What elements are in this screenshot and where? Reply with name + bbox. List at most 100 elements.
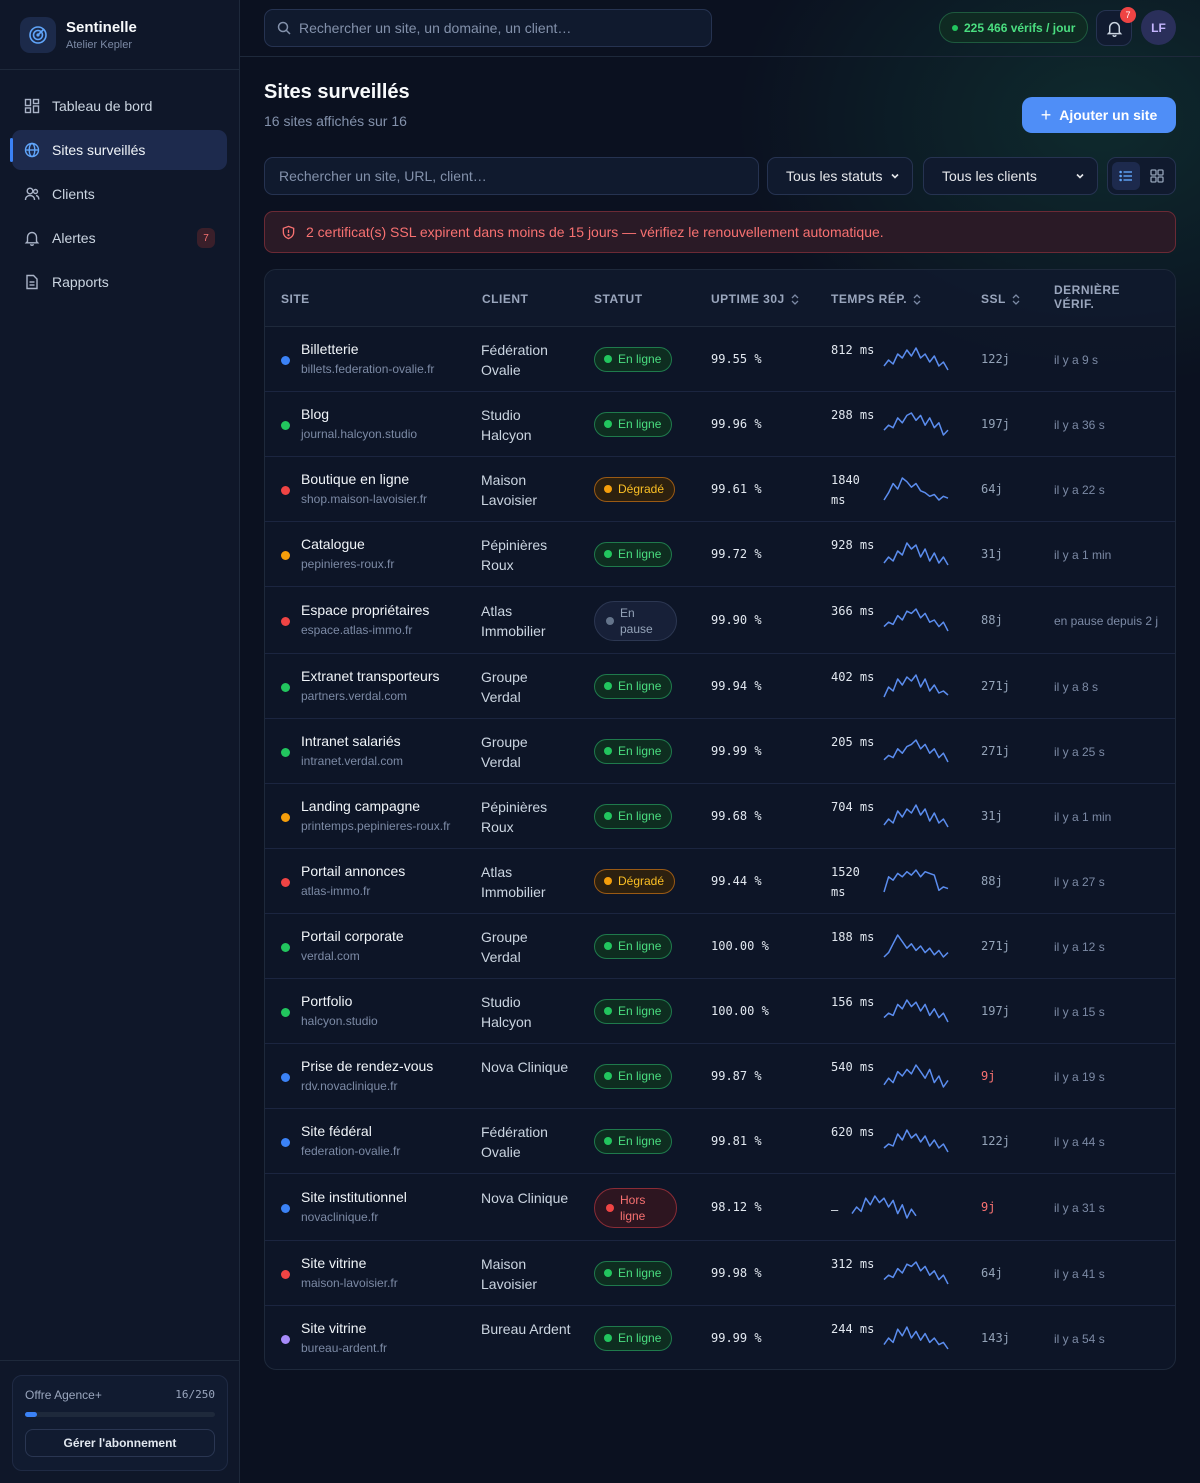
column-header-response-label: TEMPS RÉP. [831,292,908,306]
client-name: Studio Halcyon [481,993,532,1030]
brand[interactable]: Sentinelle Atelier Kepler [0,0,239,70]
site-color-dot [281,1203,290,1213]
avatar[interactable]: LF [1141,10,1176,45]
column-header-last-check: DERNIÈRE VÉRIF. [1054,283,1121,311]
table-row[interactable]: Portfolio halcyon.studio Studio Halcyon En … [265,979,1175,1044]
site-name[interactable]: Site institutionnel [301,1188,407,1205]
status-filter-select[interactable]: Tous les statuts [767,157,913,195]
site-name[interactable]: Site fédéral [301,1122,372,1139]
column-header-uptime[interactable]: UPTIME 30J [711,292,799,306]
sort-icon [791,293,799,305]
table-row[interactable]: Intranet salariés intranet.verdal.com Grou… [265,719,1175,784]
status-label: En ligne [618,417,662,431]
last-check-value: il y a 9 s [1054,352,1099,367]
site-url: novaclinique.fr [301,1209,379,1224]
site-name[interactable]: Catalogue [301,535,365,552]
status-dot [604,1072,612,1080]
site-name[interactable]: Boutique en ligne [301,470,410,487]
status-badge: En ligne [594,738,673,764]
site-name[interactable]: Prise de rendez-vous [301,1057,434,1074]
table-row[interactable]: Extranet transporteurs partners.verdal.co… [265,654,1175,719]
nav-item-dashboard[interactable]: Tableau de bord [12,86,227,126]
table-row[interactable]: Boutique en ligne shop.maison-lavoisier.f… [265,457,1175,522]
site-url: atlas-immo.fr [301,883,371,898]
status-dot [604,1007,612,1015]
site-name[interactable]: Billetterie [301,340,359,357]
status-dot [604,485,612,493]
client-name: Groupe Verdal [481,733,528,770]
last-check-value: il y a 15 s [1054,1004,1105,1019]
last-check-value: il y a 54 s [1054,1331,1105,1346]
site-name[interactable]: Intranet salariés [301,732,401,749]
site-name[interactable]: Blog [301,405,330,422]
site-color-dot [281,877,290,887]
nav-item-label: Sites surveillés [52,142,146,158]
client-name: Groupe Verdal [481,668,528,705]
status-badge: En ligne [594,541,673,567]
site-url: partners.verdal.com [301,688,408,703]
site-name[interactable]: Landing campagne [301,797,421,814]
ssl-days-value: 271j [981,743,1010,758]
table-row[interactable]: Landing campagne printemps.pepinieres-rou… [265,784,1175,849]
sites-table: SITE CLIENT STATUT UPTIME 30J TEMPS RÉP.… [264,269,1176,1370]
table-header: SITE CLIENT STATUT UPTIME 30J TEMPS RÉP.… [265,270,1175,327]
sparkline-path [883,607,949,631]
manage-subscription-button[interactable]: Gérer l'abonnement [25,1429,215,1457]
site-name[interactable]: Espace propriétaires [301,601,430,618]
global-search-input[interactable]: Rechercher un site, un domaine, un clien… [264,9,712,47]
site-name[interactable]: Portail corporate [301,927,404,944]
status-dot [604,420,612,428]
table-row[interactable]: Billetterie billets.federation-ovalie.fr F… [265,327,1175,392]
ssl-days-value: 122j [981,351,1010,366]
table-row[interactable]: Catalogue pepinieres-roux.fr Pépinières Ro… [265,522,1175,587]
table-row[interactable]: Portail annonces atlas-immo.fr Atlas Immob… [265,849,1175,914]
list-view-button[interactable] [1112,162,1140,190]
uptime-value: 99.55 % [711,351,762,366]
column-header-response[interactable]: TEMPS RÉP. [831,292,921,306]
status-label: Dégradé [618,874,665,888]
site-name[interactable]: Portfolio [301,992,353,1009]
grid-view-button[interactable] [1143,162,1171,190]
site-color-dot [281,1007,290,1017]
table-row[interactable]: Portail corporate verdal.com Groupe Verdal… [265,914,1175,979]
last-check-value: il y a 27 s [1054,874,1105,889]
site-search-input[interactable]: Rechercher un site, URL, client… [264,157,759,195]
site-url: journal.halcyon.studio [301,426,418,441]
last-check-value: il y a 36 s [1054,417,1105,432]
client-name: Pépinières Roux [481,536,548,573]
table-row[interactable]: Prise de rendez-vous rdv.novaclinique.fr N… [265,1044,1175,1109]
last-check-value: il y a 1 min [1054,809,1112,824]
table-row[interactable]: Blog journal.halcyon.studio Studio Halcyon… [265,392,1175,457]
nav-item-sites[interactable]: Sites surveillés [10,130,227,170]
table-row[interactable]: Site institutionnel novaclinique.fr Nova C… [265,1174,1175,1241]
add-site-button[interactable]: + Ajouter un site [1022,97,1176,133]
nav-item-reports[interactable]: Rapports [12,262,227,302]
grid-icon [1150,169,1164,183]
sparkline-path [883,998,949,1022]
status-dot [604,942,612,950]
table-row[interactable]: Site vitrine maison-lavoisier.fr Maison La… [265,1241,1175,1306]
column-header-client: CLIENT [482,292,529,306]
nav-item-label: Rapports [52,274,109,290]
column-header-ssl[interactable]: SSL [981,292,1020,306]
status-badge: En ligne [594,346,673,372]
last-check-value: il y a 31 s [1054,1200,1105,1215]
status-label: En ligne [618,1331,662,1345]
site-name[interactable]: Extranet transporteurs [301,667,440,684]
table-row[interactable]: Espace propriétaires espace.atlas-immo.fr… [265,587,1175,654]
status-badge: Dégradé [594,868,676,894]
table-row[interactable]: Site fédéral federation-ovalie.fr Fédérati… [265,1109,1175,1174]
site-name[interactable]: Site vitrine [301,1254,367,1271]
site-name[interactable]: Site vitrine [301,1319,367,1336]
status-label: Hors ligne [620,1192,646,1223]
client-name: Nova Clinique [481,1058,569,1075]
response-time-value: 540 ms [831,1059,875,1074]
client-filter-select[interactable]: Tous les clients [923,157,1098,195]
nav-item-clients[interactable]: Clients [12,174,227,214]
notifications-button[interactable]: 7 [1096,7,1136,46]
status-badge: En ligne [594,1128,673,1154]
table-row[interactable]: Site vitrine bureau-ardent.fr Bureau Arden… [265,1306,1175,1369]
nav-item-alerts[interactable]: Alertes 7 [12,218,227,258]
status-badge: Dégradé [594,476,676,502]
site-name[interactable]: Portail annonces [301,862,406,879]
